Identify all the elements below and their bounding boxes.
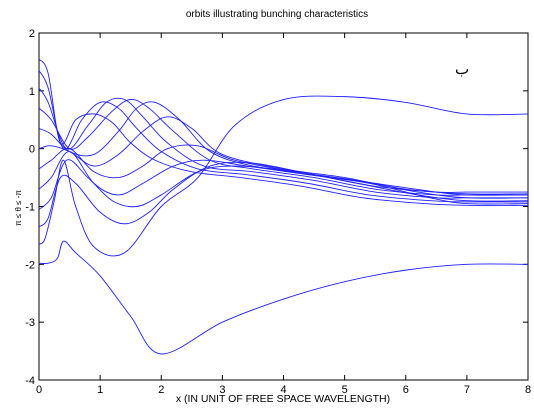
orbit-line-10: [38, 87, 528, 199]
y-tick-label: -2: [25, 259, 35, 271]
y-tick-label: -3: [25, 317, 35, 329]
y-tick-label: -1: [25, 202, 35, 214]
orbit-line-1: [38, 240, 529, 355]
orbit-curves: [38, 58, 529, 355]
y-tick-label: 0: [29, 144, 35, 156]
x-tick-label: 1: [97, 384, 103, 396]
orbit-line-12: [38, 58, 529, 206]
orbit-line-3: [38, 161, 529, 228]
orbit-line-11: [38, 70, 529, 203]
x-tick-label: 6: [403, 384, 409, 396]
orbit-line-9: [38, 99, 528, 196]
y-tick-labels: -4 -3 -2 -1 0 1 2: [25, 28, 35, 387]
y-tick-label: 2: [29, 28, 35, 40]
x-tick-label: 5: [342, 384, 348, 396]
y-tick-label: 1: [29, 86, 35, 98]
x-tick-labels: 0 1 2 3 4 5 6 7 8: [36, 384, 531, 396]
x-axis-label: x (IN UNIT OF FREE SPACE WAVELENGTH): [176, 393, 390, 405]
x-tick-label: 8: [525, 384, 531, 396]
y-axis-label: π ≤ θ ≤ -π: [14, 190, 23, 226]
y-tick-label: -4: [25, 375, 35, 387]
x-tick-label: 7: [464, 384, 470, 396]
annotation-letter: ب: [455, 60, 469, 78]
chart-title: orbits illustrating bunching characteris…: [186, 9, 368, 20]
x-tick-label: 4: [280, 384, 286, 396]
x-tick-label: 3: [219, 384, 225, 396]
axis-ticks: [38, 32, 529, 381]
plot-area: [38, 32, 529, 381]
x-tick-label: 0: [36, 384, 42, 396]
x-tick-label: 2: [158, 384, 164, 396]
orbit-line-8: [38, 101, 528, 193]
